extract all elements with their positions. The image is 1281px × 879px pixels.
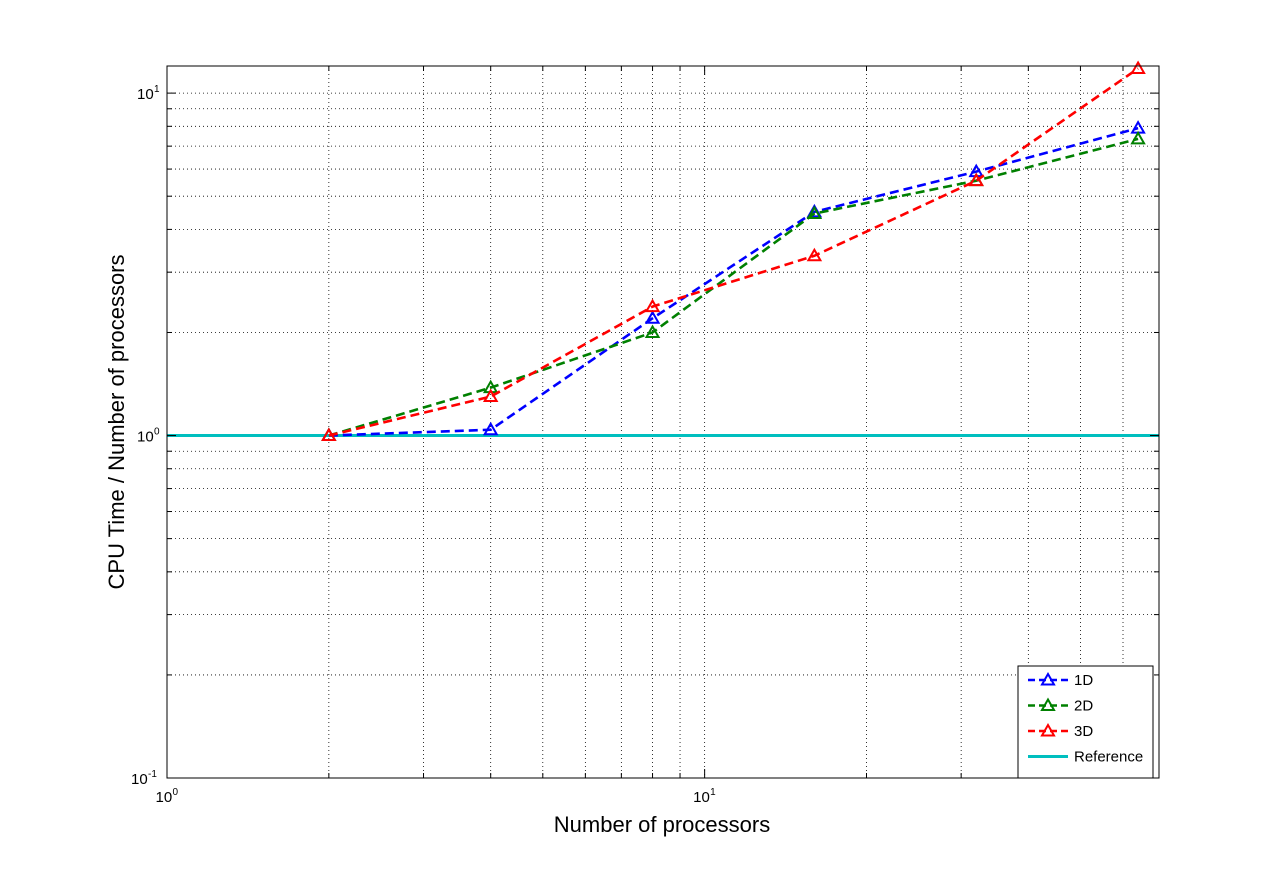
- x-tick-label-base: 10: [156, 789, 173, 806]
- data-point-3d: [968, 172, 984, 187]
- y-tick-label: 10 1: [137, 84, 160, 103]
- y-tick-label-base: 10: [137, 429, 154, 446]
- data-point-1d: [482, 421, 499, 436]
- x-tick-label-exponent: 1: [710, 787, 716, 798]
- series-line-2d: [328, 137, 1139, 437]
- series-line-3d: [328, 67, 1139, 437]
- data-point-3d: [482, 388, 499, 403]
- plot-frame: [166, 65, 1160, 779]
- y-tick-label-exponent: 1: [154, 84, 160, 95]
- series-3d: [321, 60, 1146, 442]
- data-point-2d: [644, 324, 661, 338]
- x-tick-label: 10 0: [156, 787, 179, 806]
- y-tick-label-base: 10: [131, 771, 148, 788]
- legend-marker-2d: [1040, 697, 1056, 711]
- legend-label-3d: 3D: [1074, 723, 1093, 740]
- grid-lines: [167, 66, 1159, 778]
- y-tick-label-exponent: -1: [148, 769, 157, 780]
- x-tick-label: 10 1: [693, 787, 716, 806]
- data-point-2d: [1130, 130, 1146, 145]
- series-line-1d: [328, 126, 1139, 437]
- data-point-2d: [806, 205, 823, 220]
- legend-item-reference: Reference: [1028, 749, 1143, 766]
- legend-label-reference: Reference: [1074, 749, 1143, 766]
- data-point-3d: [644, 298, 661, 313]
- y-tick-label-base: 10: [137, 86, 154, 103]
- legend: 1D 2D 3D Reference: [1017, 665, 1154, 779]
- legend-label-2d: 2D: [1074, 698, 1093, 715]
- x-tick-label-base: 10: [693, 789, 710, 806]
- data-point-1d: [644, 310, 661, 324]
- series-layer: [167, 60, 1159, 442]
- y-axis-title: CPU Time / Number of processors: [104, 255, 129, 590]
- data-point-3d: [321, 427, 337, 442]
- data-point-3d: [806, 247, 823, 262]
- legend-marker-3d: [1040, 722, 1056, 737]
- y-tick-label: 10 0: [137, 427, 160, 446]
- tick-labels: 10 0 10 110 -110 010 1: [131, 84, 716, 806]
- legend-item-1d: 1D: [1028, 671, 1093, 689]
- legend-box: [1017, 665, 1154, 779]
- y-tick-label-exponent: 0: [154, 427, 160, 438]
- x-tick-label-exponent: 0: [173, 787, 179, 798]
- legend-label-1d: 1D: [1074, 672, 1093, 689]
- data-point-3d: [1130, 60, 1146, 74]
- y-tick-label: 10 -1: [131, 769, 157, 788]
- tick-marks: [166, 66, 1160, 779]
- x-axis-title: Number of processors: [554, 812, 770, 837]
- legend-item-2d: 2D: [1028, 697, 1093, 715]
- legend-marker-1d: [1040, 671, 1056, 686]
- legend-item-3d: 3D: [1028, 722, 1093, 740]
